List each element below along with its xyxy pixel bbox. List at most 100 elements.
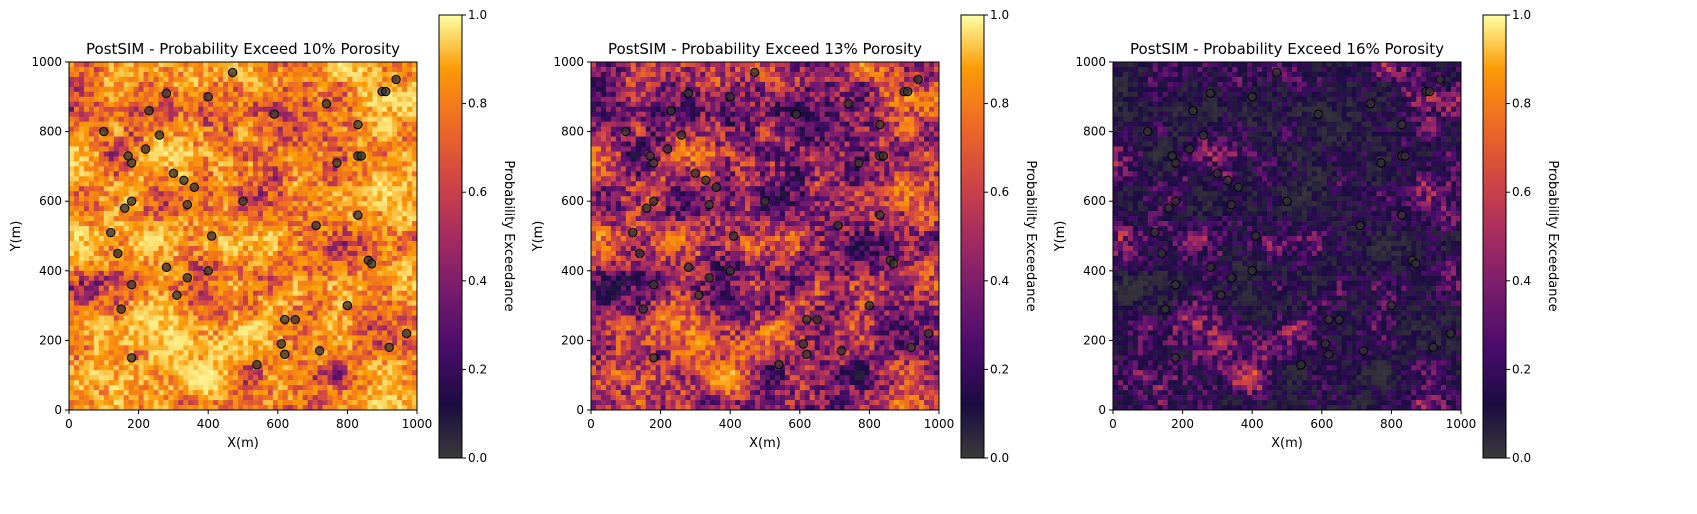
- heatmap-cell: [322, 380, 328, 386]
- heatmap-cell: [183, 121, 189, 127]
- heatmap-cell: [267, 300, 274, 306]
- heatmap-cell: [247, 265, 254, 272]
- well-point: [106, 227, 116, 238]
- heatmap-cell: [367, 315, 373, 321]
- heatmap-cell: [312, 131, 318, 137]
- heatmap-cell: [243, 350, 249, 356]
- heatmap-cell: [247, 181, 254, 187]
- heatmap-cell: [377, 166, 383, 172]
- heatmap-cell: [78, 315, 85, 321]
- heatmap-cell: [73, 285, 80, 291]
- heatmap-cell: [93, 290, 100, 296]
- heatmap-cell: [297, 325, 303, 331]
- heatmap-cell: [88, 350, 95, 356]
- heatmap-cell: [213, 365, 219, 371]
- heatmap-cell: [382, 121, 388, 127]
- heatmap-cell: [213, 191, 219, 197]
- heatmap-cell: [153, 250, 159, 257]
- heatmap-cell: [178, 255, 184, 262]
- heatmap-cell: [238, 206, 244, 212]
- heatmap-cell: [208, 340, 214, 346]
- heatmap-cell: [352, 141, 358, 147]
- heatmap-cell: [78, 191, 85, 197]
- heatmap-cell: [213, 186, 219, 192]
- heatmap-cell: [118, 66, 124, 73]
- heatmap-cell: [327, 201, 333, 207]
- heatmap-cell: [223, 201, 229, 207]
- heatmap-cell: [158, 121, 164, 127]
- heatmap-cell: [188, 211, 194, 217]
- heatmap-cell: [243, 226, 249, 232]
- heatmap-cell: [148, 240, 154, 247]
- heatmap-cell: [387, 221, 393, 227]
- heatmap-cell: [312, 340, 318, 346]
- heatmap-cell: [302, 365, 308, 371]
- heatmap-cell: [73, 405, 80, 411]
- heatmap-cell: [198, 231, 204, 237]
- heatmap-cell: [287, 216, 294, 222]
- heatmap-cell: [302, 330, 308, 336]
- heatmap-cell: [143, 325, 149, 331]
- heatmap-cell: [128, 206, 134, 212]
- heatmap-cell: [238, 270, 244, 277]
- heatmap-cell: [143, 305, 149, 311]
- heatmap-cell: [362, 216, 368, 222]
- heatmap-cell: [73, 365, 80, 371]
- heatmap-cell: [247, 275, 254, 282]
- heatmap-cell: [367, 62, 373, 68]
- well-point: [280, 349, 290, 360]
- heatmap-cell: [93, 305, 100, 311]
- heatmap-cell: [362, 330, 368, 336]
- heatmap-cell: [178, 280, 184, 287]
- heatmap-cell: [223, 66, 229, 73]
- heatmap-cell: [407, 126, 413, 132]
- heatmap-cell: [392, 340, 398, 346]
- heatmap-cell: [277, 71, 284, 78]
- heatmap-cell: [163, 216, 169, 222]
- heatmap-cell: [297, 131, 303, 137]
- heatmap-cell: [183, 305, 189, 311]
- heatmap-cell: [213, 86, 219, 93]
- heatmap-cell: [247, 156, 254, 162]
- heatmap-cell: [153, 345, 159, 351]
- heatmap-cell: [88, 275, 95, 282]
- heatmap-cell: [367, 196, 373, 202]
- heatmap-cell: [412, 181, 418, 187]
- heatmap-cell: [163, 305, 169, 311]
- heatmap-cell: [203, 340, 209, 346]
- heatmap-cell: [392, 325, 398, 331]
- heatmap-cell: [78, 221, 85, 227]
- heatmap-cell: [397, 375, 403, 381]
- heatmap-cell: [133, 226, 139, 232]
- heatmap-cell: [317, 380, 323, 386]
- heatmap-cell: [397, 201, 403, 207]
- heatmap-cell: [178, 231, 184, 237]
- heatmap-cell: [178, 355, 184, 361]
- heatmap-cell: [88, 176, 95, 182]
- heatmap-cell: [392, 305, 398, 311]
- heatmap-cell: [178, 335, 184, 341]
- heatmap-cell: [193, 116, 199, 122]
- heatmap-cell: [337, 196, 343, 202]
- heatmap-cell: [297, 161, 303, 167]
- heatmap-cell: [178, 71, 184, 78]
- heatmap-cell: [148, 71, 154, 78]
- heatmap-cell: [203, 335, 209, 341]
- heatmap-cell: [228, 290, 234, 296]
- heatmap-cell: [208, 111, 214, 117]
- heatmap-cell: [243, 300, 249, 306]
- heatmap-cell: [357, 270, 363, 277]
- heatmap-cell: [238, 385, 244, 391]
- heatmap-cell: [267, 131, 274, 137]
- heatmap-cell: [382, 400, 388, 406]
- heatmap-cell: [247, 365, 254, 371]
- heatmap-cell: [93, 161, 100, 167]
- heatmap-cell: [392, 206, 398, 212]
- heatmap-cell: [238, 275, 244, 282]
- heatmap-cell: [108, 380, 115, 386]
- heatmap-cell: [402, 255, 408, 262]
- heatmap-cell: [173, 91, 179, 98]
- heatmap-cell: [397, 86, 403, 93]
- heatmap-cell: [153, 136, 159, 142]
- heatmap-cell: [188, 96, 194, 103]
